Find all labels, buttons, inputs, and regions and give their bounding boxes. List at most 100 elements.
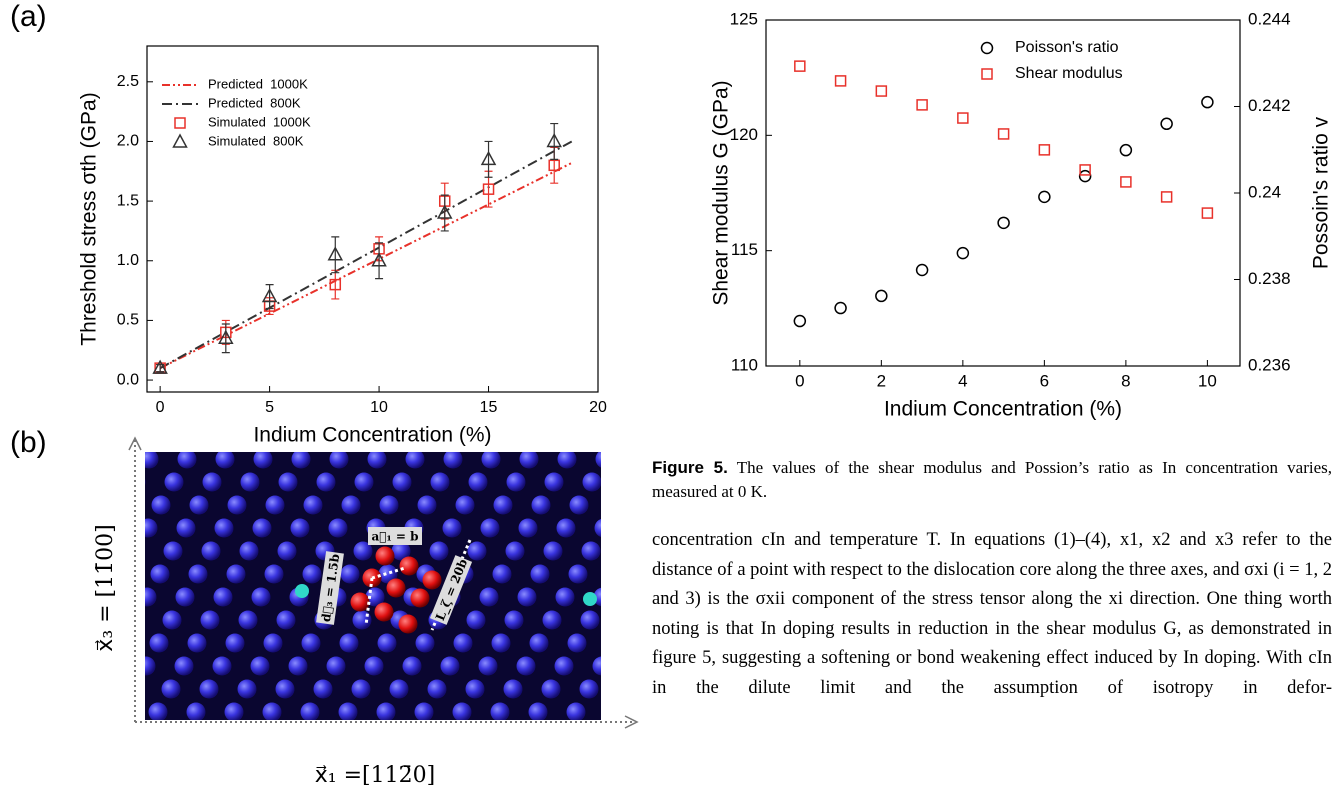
- atom: [427, 679, 447, 699]
- x-tick-label: 20: [589, 399, 607, 416]
- y-axis-title: Threshold stress σth (GPa): [78, 92, 101, 345]
- atom: [175, 587, 195, 607]
- atom: [238, 610, 258, 630]
- atom: [265, 495, 285, 515]
- atom: [468, 472, 488, 492]
- atom: [554, 726, 573, 745]
- atom: [163, 541, 183, 561]
- legend-label: Shear modulus: [1015, 65, 1123, 82]
- atom: [571, 427, 590, 446]
- trend-line: [159, 140, 573, 370]
- atom: [145, 518, 158, 538]
- atom: [263, 633, 283, 653]
- atom: [378, 564, 398, 584]
- atom: [529, 633, 549, 653]
- atom: [202, 472, 222, 492]
- atom: [328, 518, 348, 538]
- atom: [543, 541, 563, 561]
- error-bar: [221, 323, 230, 354]
- atom: [352, 610, 372, 630]
- atom: [391, 541, 411, 561]
- atom: [557, 452, 577, 469]
- atom: [201, 541, 221, 561]
- atom: [151, 495, 171, 515]
- marker: [327, 246, 344, 261]
- atom: [491, 633, 511, 653]
- atom: [136, 726, 155, 745]
- marker: [1160, 117, 1173, 131]
- atom: [250, 726, 269, 745]
- atom: [440, 656, 460, 676]
- axis-label: x⃗₁ =[112̄0]: [315, 763, 435, 788]
- marker: [915, 263, 929, 277]
- atom: [251, 587, 271, 607]
- atom: [519, 452, 539, 469]
- atom: [479, 587, 499, 607]
- marker: [1201, 207, 1214, 219]
- atom: [481, 452, 501, 469]
- atom: [288, 726, 307, 745]
- x-tick-label: 0: [156, 399, 165, 416]
- atom: [544, 472, 564, 492]
- legend-swatch: [981, 68, 993, 80]
- atom: [518, 518, 538, 538]
- atom: [605, 703, 624, 722]
- atom: [291, 452, 311, 469]
- atom: [212, 726, 231, 745]
- atom: [226, 564, 246, 584]
- atom: [161, 679, 181, 699]
- legend-swatch: [172, 133, 188, 148]
- atom: [455, 495, 475, 515]
- error-bar: [550, 122, 559, 160]
- atom: [533, 427, 552, 446]
- atom: [555, 587, 575, 607]
- atom: [517, 587, 537, 607]
- atom: [224, 702, 244, 720]
- legend-label: Simulated 1000K: [208, 114, 311, 129]
- arrow-head: [128, 436, 142, 451]
- atom: [606, 634, 625, 653]
- atom: [124, 680, 143, 699]
- atom: [351, 679, 371, 699]
- marker: [480, 150, 497, 166]
- marker: [1120, 176, 1132, 188]
- atom-core: [410, 588, 430, 608]
- atom: [453, 633, 473, 653]
- atom: [275, 679, 295, 699]
- x-tick-label: 10: [370, 399, 388, 416]
- atom: [252, 518, 272, 538]
- atom: [276, 610, 296, 630]
- marker: [329, 278, 342, 291]
- atom: [189, 495, 209, 515]
- atom: [592, 726, 611, 745]
- atom: [582, 472, 601, 492]
- atom: [326, 726, 345, 745]
- atom: [440, 726, 459, 745]
- marker: [875, 289, 888, 303]
- body-text: concentration cIn and temperature T. In …: [652, 530, 1332, 698]
- atom: [415, 633, 435, 653]
- plot-frame: [765, 19, 1241, 367]
- atom: [530, 564, 550, 584]
- atom: [338, 702, 358, 720]
- x-tick-label: 2: [877, 371, 886, 390]
- error-bar: [331, 236, 340, 274]
- marker: [1119, 143, 1133, 157]
- atom: [417, 495, 437, 515]
- error-bar: [331, 269, 340, 300]
- atom: [313, 679, 333, 699]
- atom: [592, 656, 601, 676]
- arrow-head: [624, 715, 639, 729]
- legend-swatch: [980, 41, 994, 55]
- atom: [225, 633, 245, 653]
- vector-label: a⃗₁ = b: [371, 530, 418, 544]
- marker: [1038, 190, 1051, 204]
- atom: [506, 472, 526, 492]
- y2-tick-label: 0.242: [1248, 96, 1291, 115]
- marker: [371, 252, 387, 267]
- atom-core: [374, 602, 394, 622]
- atom: [480, 518, 500, 538]
- atom: [528, 702, 548, 720]
